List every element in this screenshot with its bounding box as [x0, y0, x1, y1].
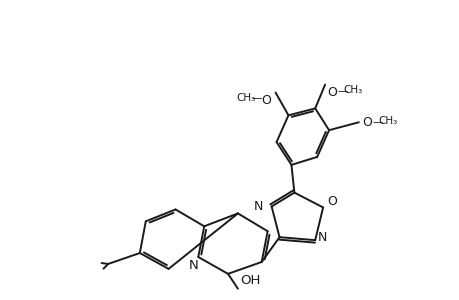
Text: O: O: [361, 116, 371, 129]
Text: O: O: [326, 195, 336, 208]
Text: —: —: [372, 117, 382, 127]
Text: N: N: [188, 260, 198, 272]
Text: OH: OH: [240, 274, 260, 287]
Text: O: O: [261, 94, 271, 106]
Text: N: N: [253, 200, 262, 212]
Text: CH₃: CH₃: [342, 85, 361, 94]
Text: O: O: [326, 85, 336, 99]
Text: —: —: [336, 85, 347, 96]
Text: N: N: [318, 231, 327, 244]
Text: CH₃: CH₃: [378, 116, 397, 126]
Text: CH₃: CH₃: [236, 92, 255, 103]
Text: —: —: [251, 94, 261, 103]
